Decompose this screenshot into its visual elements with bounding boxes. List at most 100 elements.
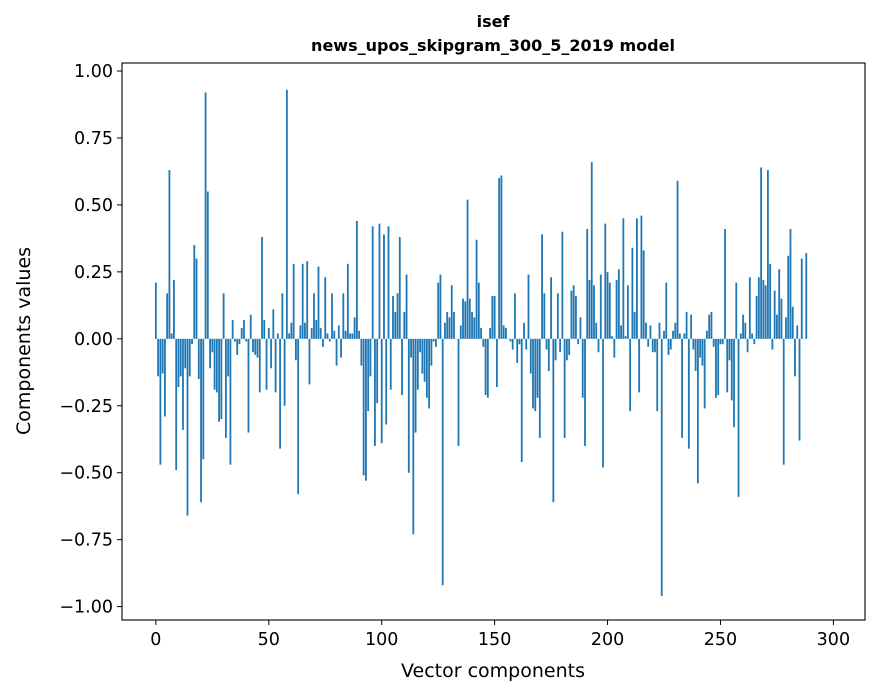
bar-component-147: [486, 338, 489, 398]
bar-component-6: [168, 170, 171, 339]
bar-component-243: [703, 338, 706, 409]
bar-component-2: [159, 338, 162, 465]
bar-component-279: [785, 317, 787, 339]
bar-component-8: [173, 279, 175, 339]
bar-component-217: [645, 322, 647, 339]
bar-component-286: [800, 258, 803, 339]
x-tick-label: 0: [150, 630, 161, 650]
bar-component-73: [319, 328, 322, 339]
bar-component-3: [161, 338, 164, 374]
bar-component-106: [394, 312, 397, 339]
bar-component-129: [446, 312, 449, 339]
bar-component-205: [617, 269, 620, 339]
bar-component-27: [215, 338, 218, 393]
bar-component-231: [676, 180, 679, 339]
bar-component-204: [615, 279, 618, 339]
y-tick-label: −1.00: [59, 598, 113, 618]
bar-component-190: [584, 338, 586, 446]
bar-component-278: [782, 338, 785, 465]
bar-component-94: [367, 338, 370, 412]
bar-component-202: [611, 336, 613, 339]
bar-component-160: [516, 338, 519, 363]
bar-component-182: [565, 338, 568, 361]
chart-title: isef: [477, 12, 511, 31]
bar-component-241: [699, 338, 702, 358]
bar-component-173: [545, 338, 548, 350]
bar-component-139: [468, 298, 471, 339]
bar-component-276: [778, 269, 781, 339]
bar-component-76: [326, 333, 329, 339]
bar-component-78: [331, 293, 333, 339]
y-axis-label: Components values: [13, 247, 35, 435]
bar-component-113: [410, 338, 412, 358]
x-tick-label: 100: [365, 630, 398, 650]
bar-component-35: [234, 338, 236, 342]
bar-component-252: [724, 229, 726, 339]
bar-component-208: [624, 336, 627, 339]
bar-component-77: [328, 338, 331, 342]
bar-component-240: [696, 338, 699, 484]
bar-component-188: [579, 317, 582, 339]
bar-component-60: [290, 322, 293, 339]
bar-component-206: [620, 325, 622, 339]
bar-component-100: [380, 338, 383, 444]
bar-component-13: [184, 338, 187, 369]
bar-component-10: [177, 338, 180, 388]
bar-component-61: [292, 263, 295, 339]
bar-component-19: [197, 338, 200, 379]
bar-component-29: [220, 338, 223, 420]
bar-component-203: [613, 338, 616, 358]
bar-component-17: [193, 245, 196, 339]
bar-component-63: [297, 338, 300, 495]
bar-component-140: [471, 312, 473, 339]
bar-component-40: [245, 338, 248, 342]
bar-component-110: [403, 312, 406, 339]
bar-component-194: [593, 285, 595, 339]
bar-component-222: [656, 338, 659, 412]
y-axis-ticks: 1.00 0.75 0.50 0.25 0.00 −0.25 −0.50 −0.75 −1.00: [59, 62, 122, 618]
bar-component-179: [559, 338, 562, 353]
bar-component-86: [349, 333, 351, 339]
bar-component-196: [597, 338, 600, 353]
bar-component-51: [270, 338, 272, 369]
bar-component-65: [301, 263, 304, 339]
bar-component-89: [355, 221, 358, 339]
bars-group: [154, 89, 808, 596]
bar-component-119: [423, 338, 426, 382]
bar-component-247: [712, 338, 715, 347]
bar-component-274: [773, 290, 776, 339]
bar-component-58: [285, 89, 288, 339]
bar-component-187: [577, 338, 580, 345]
bar-component-199: [604, 223, 607, 339]
chart-subtitle: news_upos_skipgram_300_5_2019 model: [311, 36, 675, 55]
bar-component-288: [805, 253, 808, 339]
bar-component-124: [435, 338, 437, 347]
bar-component-251: [721, 338, 724, 345]
bar-component-158: [511, 338, 514, 350]
bar-component-219: [649, 325, 652, 339]
plot-frame: [121, 62, 866, 621]
bar-component-235: [685, 312, 688, 339]
bar-component-211: [631, 247, 634, 339]
bar-component-38: [240, 328, 243, 339]
bar-component-168: [534, 338, 537, 412]
bar-component-221: [654, 338, 656, 353]
bar-component-120: [425, 338, 428, 398]
bar-component-233: [681, 338, 683, 438]
bar-component-258: [737, 338, 740, 497]
bar-component-96: [371, 226, 374, 339]
bar-component-103: [387, 226, 390, 339]
bar-component-71: [315, 320, 318, 339]
bar-component-11: [179, 338, 182, 377]
bar-component-43: [252, 338, 254, 353]
bar-component-24: [209, 338, 211, 369]
bar-component-125: [437, 282, 440, 339]
x-tick-label: 50: [258, 630, 280, 650]
bar-component-69: [310, 328, 313, 339]
bar-component-50: [267, 328, 270, 339]
bar-component-137: [464, 301, 467, 339]
bar-component-0: [154, 282, 157, 339]
bar-component-47: [261, 237, 263, 339]
bar-component-284: [796, 325, 799, 339]
